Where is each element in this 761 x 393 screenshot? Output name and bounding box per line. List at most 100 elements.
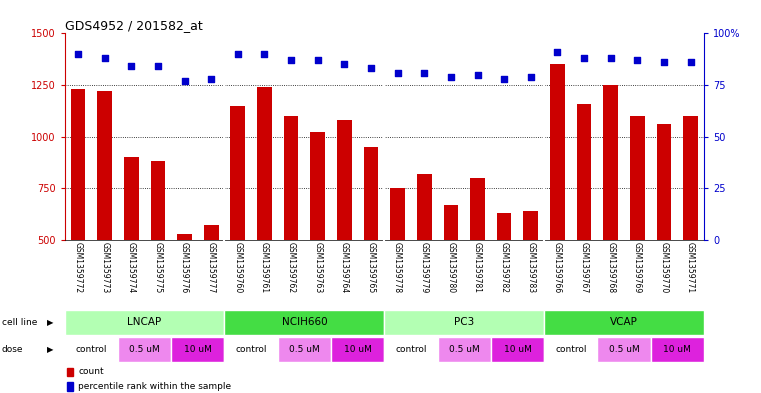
Point <box>419 70 431 76</box>
Bar <box>524 211 538 343</box>
Text: PC3: PC3 <box>454 317 474 327</box>
Point <box>524 73 537 80</box>
FancyBboxPatch shape <box>224 310 384 334</box>
Point <box>205 75 218 82</box>
Text: 10 uM: 10 uM <box>504 345 531 354</box>
Bar <box>683 116 698 343</box>
Text: GSM1359776: GSM1359776 <box>180 242 189 293</box>
Point <box>285 57 297 63</box>
Point <box>578 55 590 61</box>
Point <box>312 57 324 63</box>
Text: ▶: ▶ <box>47 318 54 327</box>
FancyBboxPatch shape <box>224 337 278 362</box>
Text: GSM1359770: GSM1359770 <box>660 242 668 293</box>
Text: GSM1359774: GSM1359774 <box>127 242 135 293</box>
Point <box>125 63 137 70</box>
Point <box>498 75 510 82</box>
Point <box>444 73 457 80</box>
FancyBboxPatch shape <box>544 337 597 362</box>
Bar <box>337 120 352 343</box>
Bar <box>124 157 139 343</box>
FancyBboxPatch shape <box>491 337 544 362</box>
FancyBboxPatch shape <box>597 337 651 362</box>
FancyBboxPatch shape <box>651 337 704 362</box>
FancyBboxPatch shape <box>544 310 704 334</box>
Point <box>98 55 111 61</box>
Text: percentile rank within the sample: percentile rank within the sample <box>78 382 231 391</box>
Text: GSM1359765: GSM1359765 <box>367 242 375 293</box>
FancyBboxPatch shape <box>65 337 118 362</box>
Bar <box>97 91 112 343</box>
Point <box>551 49 563 55</box>
Bar <box>444 205 458 343</box>
FancyBboxPatch shape <box>118 337 171 362</box>
Text: ▶: ▶ <box>47 345 54 354</box>
Point <box>684 59 696 65</box>
Text: GSM1359782: GSM1359782 <box>500 242 508 293</box>
Text: GSM1359775: GSM1359775 <box>154 242 162 293</box>
Bar <box>390 188 405 343</box>
Bar <box>67 368 74 376</box>
Text: GSM1359771: GSM1359771 <box>686 242 695 293</box>
Point <box>658 59 670 65</box>
Text: LNCAP: LNCAP <box>127 317 162 327</box>
FancyBboxPatch shape <box>331 337 384 362</box>
Text: 10 uM: 10 uM <box>664 345 691 354</box>
Point <box>604 55 616 61</box>
Bar <box>497 213 511 343</box>
Text: control: control <box>555 345 587 354</box>
Text: 0.5 uM: 0.5 uM <box>129 345 160 354</box>
Bar <box>257 87 272 343</box>
Bar <box>577 103 591 343</box>
Bar <box>657 124 671 343</box>
Text: GSM1359767: GSM1359767 <box>580 242 588 293</box>
Text: count: count <box>78 367 103 376</box>
Text: GSM1359762: GSM1359762 <box>287 242 295 293</box>
Text: GSM1359768: GSM1359768 <box>607 242 615 293</box>
Text: 10 uM: 10 uM <box>344 345 371 354</box>
Bar <box>231 106 245 343</box>
Text: 0.5 uM: 0.5 uM <box>449 345 479 354</box>
Text: 0.5 uM: 0.5 uM <box>609 345 639 354</box>
Point <box>471 72 484 78</box>
Text: GSM1359769: GSM1359769 <box>633 242 642 293</box>
Bar <box>67 382 74 391</box>
Bar <box>204 225 218 343</box>
Text: GSM1359761: GSM1359761 <box>260 242 269 293</box>
Bar <box>630 116 645 343</box>
Text: GSM1359778: GSM1359778 <box>393 242 402 293</box>
Text: control: control <box>75 345 107 354</box>
Text: 10 uM: 10 uM <box>184 345 212 354</box>
Bar <box>310 132 325 343</box>
Text: GSM1359764: GSM1359764 <box>340 242 349 293</box>
Text: VCAP: VCAP <box>610 317 638 327</box>
FancyBboxPatch shape <box>438 337 491 362</box>
Bar <box>470 178 485 343</box>
Text: GSM1359780: GSM1359780 <box>447 242 455 293</box>
Bar <box>417 174 431 343</box>
Bar <box>550 64 565 343</box>
Text: GDS4952 / 201582_at: GDS4952 / 201582_at <box>65 19 202 32</box>
Text: 0.5 uM: 0.5 uM <box>289 345 320 354</box>
Bar <box>71 89 85 343</box>
FancyBboxPatch shape <box>384 310 544 334</box>
Text: control: control <box>235 345 267 354</box>
Point <box>151 63 164 70</box>
Text: NCIH660: NCIH660 <box>282 317 327 327</box>
Text: GSM1359760: GSM1359760 <box>234 242 242 293</box>
Point <box>631 57 643 63</box>
Point <box>258 51 271 57</box>
Point <box>178 78 190 84</box>
Point <box>365 65 377 72</box>
Point <box>231 51 244 57</box>
Text: GSM1359766: GSM1359766 <box>553 242 562 293</box>
Text: cell line: cell line <box>2 318 37 327</box>
Text: GSM1359772: GSM1359772 <box>74 242 82 293</box>
Text: GSM1359781: GSM1359781 <box>473 242 482 293</box>
Text: GSM1359773: GSM1359773 <box>100 242 109 293</box>
FancyBboxPatch shape <box>171 337 224 362</box>
Text: GSM1359763: GSM1359763 <box>314 242 322 293</box>
Point <box>338 61 350 68</box>
Text: dose: dose <box>2 345 23 354</box>
Bar <box>284 116 298 343</box>
